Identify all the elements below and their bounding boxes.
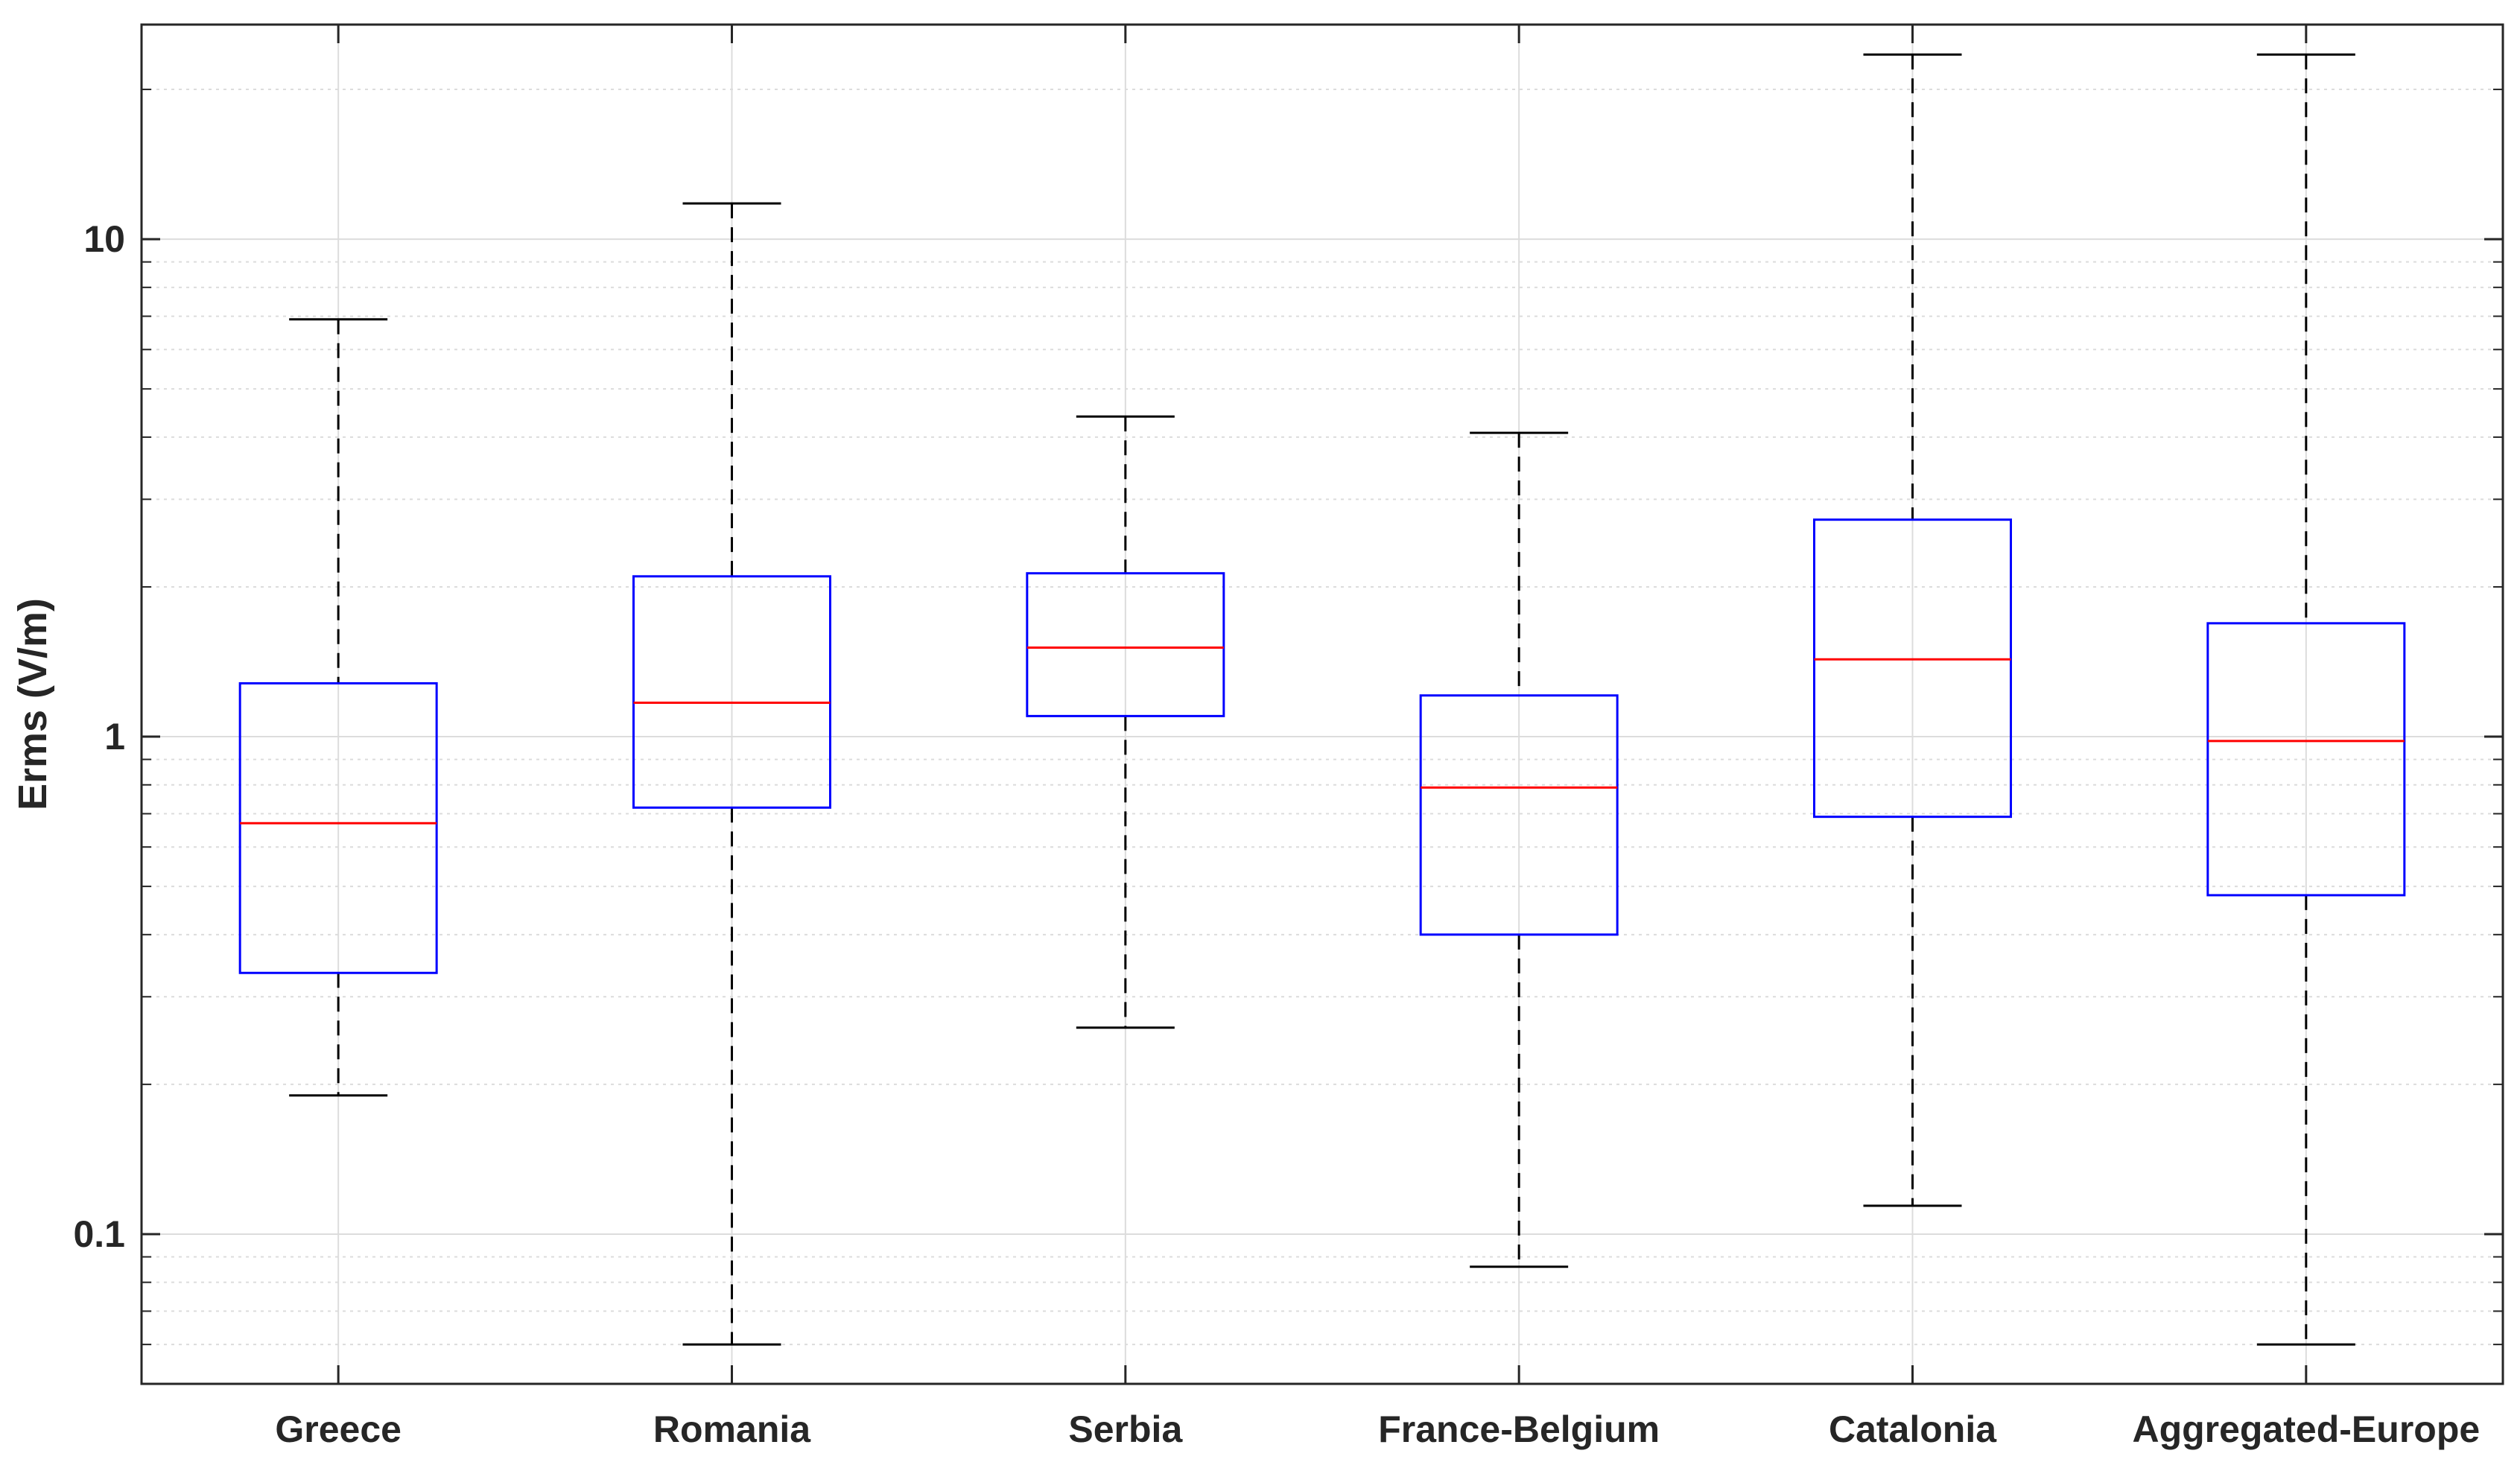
axis-ticks: 0.1 1 10 Greece Romania Serbia France-Belgium C…: [73, 25, 2503, 1450]
box-series: [238, 53, 2406, 1346]
iqr-box: [632, 575, 831, 809]
box-group: [1026, 415, 1225, 1029]
x-category-label: Greece: [275, 1408, 402, 1450]
iqr-box: [1419, 694, 1619, 936]
box-group: [238, 318, 438, 1097]
y-tick-label: 1: [104, 716, 125, 757]
y-tick-label: 10: [83, 218, 125, 260]
box-group: [1813, 53, 2012, 1207]
x-category-label: Romania: [653, 1408, 811, 1450]
iqr-box: [238, 682, 438, 974]
box-group: [2206, 53, 2406, 1346]
iqr-box: [1026, 572, 1225, 717]
grid-lines: [142, 25, 2503, 1385]
y-tick-label: 0.1: [73, 1213, 125, 1255]
iqr-box: [1813, 518, 2012, 819]
box-group: [632, 202, 831, 1346]
x-category-label: Aggregated-Europe: [2132, 1408, 2480, 1450]
x-category-label: Serbia: [1068, 1408, 1183, 1450]
y-axis-title: Erms (V/m): [10, 598, 55, 810]
iqr-box: [2206, 622, 2406, 897]
box-group: [1419, 431, 1619, 1268]
x-category-label: France-Belgium: [1378, 1408, 1660, 1450]
x-category-label: Catalonia: [1829, 1408, 1997, 1450]
axes-frame: [140, 23, 2504, 1385]
